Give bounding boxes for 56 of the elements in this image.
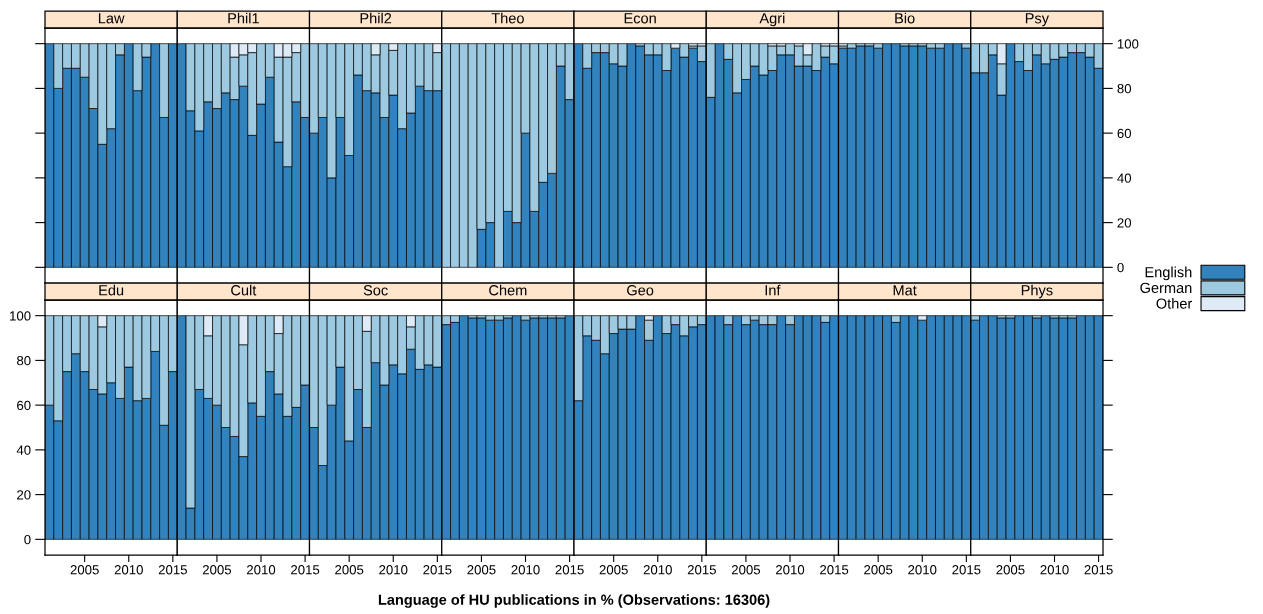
chart-title: Chem — [489, 284, 527, 296]
x-tick-label: 2010 — [247, 565, 276, 575]
x-tick-label: 2015 — [158, 565, 187, 575]
y-tick-label: 80 — [1117, 83, 1132, 94]
chart-title: Psy — [1025, 13, 1049, 27]
x-tick-label: 2005 — [599, 565, 628, 575]
x-tick-label: 2005 — [70, 565, 99, 575]
x-tick-label: 2010 — [114, 565, 143, 575]
chart-title: Cult — [231, 284, 257, 296]
chart-title: Agri — [759, 12, 785, 27]
x-tick-label: 2015 — [1084, 565, 1113, 575]
x-tick-label: 2010 — [643, 565, 672, 575]
x-tick-label: 2005 — [335, 565, 364, 575]
x-tick-label: 2015 — [291, 565, 320, 575]
y-tick-label: 60 — [17, 400, 31, 411]
legend-label: Other — [1156, 298, 1193, 309]
y-tick-label: 0 — [24, 534, 31, 545]
legend-label: English — [1145, 266, 1192, 281]
chart-title: Phil1 — [228, 12, 259, 24]
x-tick-label: 2005 — [996, 565, 1025, 575]
y-tick-label: 100 — [1117, 39, 1139, 49]
text: Language of HU publications in % (Observations: 16306) — [378, 594, 770, 608]
chart-title: Econ — [624, 13, 656, 24]
x-tick-label: 2005 — [731, 565, 761, 575]
x-tick-label: 2010 — [511, 565, 540, 575]
x-tick-label: 2010 — [1040, 565, 1069, 575]
y-tick-label: 60 — [1117, 128, 1132, 139]
x-tick-label: 2010 — [908, 565, 937, 575]
x-tick-label: 2015 — [820, 565, 849, 575]
x-tick-label: 2010 — [776, 565, 805, 575]
chart-title: Phys — [1021, 284, 1053, 299]
chart-title: Theo — [491, 12, 524, 24]
chart-title: Mat — [893, 285, 917, 296]
x-tick-label: 2015 — [555, 565, 584, 575]
legend-label: German — [1140, 282, 1192, 294]
y-tick-label: 40 — [1117, 173, 1132, 183]
y-tick-label: 0 — [1117, 262, 1124, 273]
y-tick-label: 20 — [1117, 218, 1132, 228]
chart-title: Bio — [895, 12, 915, 24]
chart-title: Soc — [363, 285, 388, 296]
chart-title: Phil2 — [360, 12, 392, 24]
x-tick-label: 2005 — [467, 565, 496, 575]
y-tick-label: 100 — [10, 311, 31, 321]
y-tick-label: 20 — [17, 490, 31, 500]
x-tick-label: 2005 — [202, 565, 232, 575]
y-tick-label: 40 — [16, 445, 31, 455]
x-tick-label: 2010 — [379, 565, 408, 575]
chart-title: Edu — [99, 284, 124, 296]
x-tick-label: 2015 — [423, 565, 452, 575]
x-tick-label: 2015 — [952, 565, 981, 575]
chart-title: Geo — [627, 285, 654, 296]
chart-title: Inf — [765, 284, 781, 296]
y-tick-label: 80 — [17, 355, 31, 366]
x-tick-label: 2005 — [864, 565, 893, 575]
x-tick-label: 2015 — [687, 565, 716, 575]
chart-title: Law — [98, 13, 125, 24]
